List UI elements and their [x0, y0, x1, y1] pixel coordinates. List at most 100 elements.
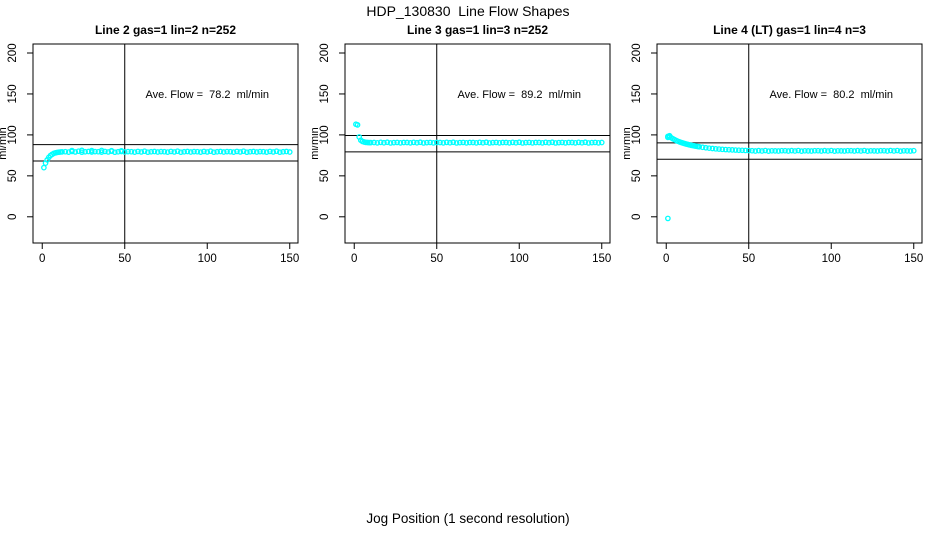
- data-point: [696, 143, 703, 150]
- panel-title: Line 4 (LT) gas=1 lin=4 n=3: [713, 23, 866, 37]
- data-point: [831, 148, 838, 154]
- data-point: [377, 139, 384, 146]
- data-point: [742, 147, 749, 154]
- data-point: [387, 140, 394, 146]
- data-point: [858, 148, 864, 154]
- y-tick-label: 150: [631, 84, 643, 103]
- data-point: [815, 147, 821, 154]
- data-point: [585, 140, 592, 146]
- data-point: [354, 122, 361, 128]
- x-tick-label: 0: [351, 253, 357, 265]
- data-point: [440, 139, 447, 146]
- data-point: [404, 139, 410, 146]
- data-point: [466, 139, 473, 146]
- y-axis-title: ml/min: [624, 127, 633, 159]
- data-point: [230, 149, 237, 155]
- data-point: [92, 148, 98, 155]
- data-point: [762, 147, 769, 154]
- data-point: [907, 148, 914, 154]
- data-point: [828, 147, 835, 154]
- data-point: [588, 139, 595, 146]
- x-tick-label: 50: [430, 253, 443, 265]
- data-point: [427, 139, 433, 146]
- data-point: [792, 148, 798, 154]
- data-point: [818, 148, 825, 154]
- data-point: [390, 139, 397, 146]
- data-point: [565, 139, 572, 146]
- data-point: [562, 139, 569, 146]
- data-point: [78, 147, 85, 154]
- data-point: [430, 139, 437, 146]
- data-point: [871, 148, 877, 154]
- data-point: [874, 148, 881, 154]
- x-tick-label: 150: [280, 253, 299, 265]
- data-point: [559, 139, 565, 146]
- data-point: [280, 148, 286, 155]
- data-point: [177, 149, 184, 156]
- data-point: [592, 139, 598, 146]
- data-point: [283, 148, 290, 155]
- data-point: [877, 147, 884, 154]
- data-point: [489, 139, 496, 146]
- data-point: [785, 148, 792, 154]
- data-point: [270, 149, 277, 155]
- data-point: [805, 148, 811, 154]
- data-point: [575, 139, 582, 146]
- data-point: [250, 148, 257, 155]
- y-tick-label: 50: [7, 169, 19, 182]
- data-point: [549, 139, 556, 146]
- data-point: [62, 148, 69, 155]
- data-point: [108, 147, 115, 154]
- y-tick-label: 50: [319, 169, 331, 182]
- chart-line2: 0 50 100 150 0 50 100 150 200 ml/min Line 2 gas=1 …: [0, 23, 299, 265]
- data-point: [207, 148, 214, 155]
- data-point: [801, 147, 808, 154]
- data-point: [861, 147, 868, 154]
- data-point: [778, 147, 785, 154]
- data-point: [722, 146, 729, 153]
- data-point: [569, 139, 575, 146]
- data-point: [41, 164, 47, 171]
- x-tick-label: 150: [904, 253, 923, 265]
- data-point: [904, 148, 910, 154]
- data-point: [712, 145, 719, 152]
- panel-title: Line 2 gas=1 lin=2 n=252: [95, 23, 236, 37]
- data-point: [240, 148, 247, 155]
- y-tick-label: 100: [631, 125, 643, 144]
- data-point: [808, 148, 815, 154]
- data-point: [98, 147, 105, 154]
- data-point: [825, 148, 831, 154]
- y-tick-label: 0: [7, 214, 19, 220]
- data-point: [414, 139, 420, 146]
- data-point: [598, 139, 605, 146]
- data-point: [247, 148, 253, 155]
- data-point: [745, 147, 752, 154]
- y-axis-title: ml/min: [312, 127, 321, 159]
- data-point: [752, 148, 759, 154]
- data-point: [735, 147, 742, 154]
- data-point: [456, 139, 463, 146]
- data-point: [897, 148, 904, 154]
- data-point: [463, 139, 470, 146]
- data-point: [709, 145, 716, 152]
- data-point: [884, 148, 891, 154]
- data-point: [480, 139, 486, 146]
- x-tick-label: 0: [39, 253, 45, 265]
- data-point: [224, 148, 230, 155]
- y-tick-label: 200: [631, 43, 643, 62]
- annotation-ave-flow: Ave. Flow = 89.2 ml/min: [457, 89, 581, 101]
- data-point: [732, 147, 739, 153]
- data-point: [237, 149, 244, 155]
- data-point: [253, 149, 260, 155]
- data-point: [151, 148, 158, 155]
- chart-line4: 0 50 100 150 0 50 100 150 200 ml/min Line 4 (LT) g…: [624, 23, 923, 265]
- data-point: [496, 139, 503, 146]
- data-point: [59, 149, 65, 155]
- data-point: [772, 148, 778, 154]
- data-point: [181, 148, 187, 155]
- x-tick-label: 100: [198, 253, 217, 265]
- data-point: [367, 139, 374, 146]
- data-point: [834, 147, 841, 154]
- data-point: [276, 149, 283, 156]
